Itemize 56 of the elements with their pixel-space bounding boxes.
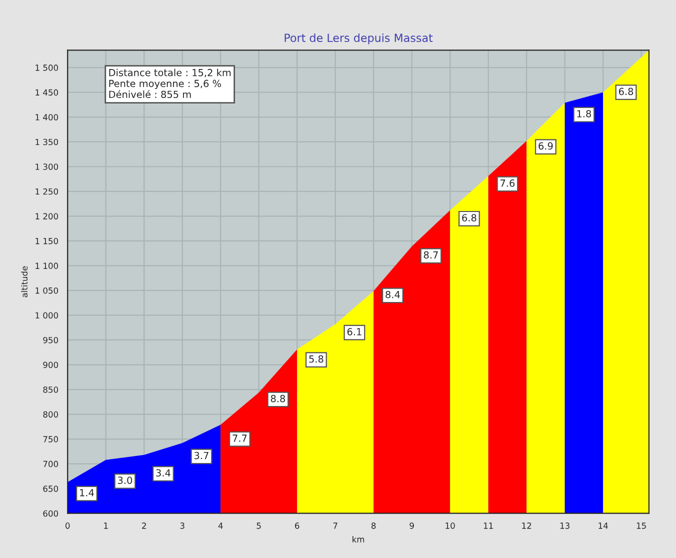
- annotation: 8.7: [424, 251, 438, 259]
- annotation: 1.8: [577, 110, 592, 118]
- y-tick-label: 800: [43, 411, 58, 418]
- y-tick-label: 1 000: [36, 312, 58, 319]
- x-tick-label: 12: [522, 522, 532, 529]
- x-tick-label: 14: [598, 522, 608, 529]
- annotation: 6.1: [347, 328, 362, 336]
- x-tick-label: 8: [371, 522, 376, 529]
- y-tick-label: 1 300: [36, 164, 58, 170]
- y-tick-label: 700: [43, 460, 58, 468]
- annotation: 3.4: [156, 469, 170, 477]
- annotation: 7.7: [232, 434, 247, 442]
- annotation: Pente moyenne : 5,6 %: [109, 80, 221, 90]
- annotation: 3.0: [118, 476, 132, 484]
- y-tick-label: 900: [43, 362, 58, 368]
- y-tick-label: 1 200: [36, 213, 58, 220]
- annotation: 8.4: [386, 290, 400, 298]
- annotation: 8.8: [270, 394, 286, 402]
- annotation: 1.4: [80, 489, 94, 496]
- x-tick-label: 2: [142, 522, 146, 529]
- x-tick-label: 3: [180, 522, 184, 529]
- y-tick-label: 650: [43, 486, 58, 492]
- annotation: 6.8: [462, 214, 476, 222]
- y-tick-label: 1 150: [36, 238, 58, 244]
- y-axis-title: altitude: [21, 266, 28, 298]
- annotation: 6.8: [618, 88, 634, 96]
- y-tick-label: 950: [43, 336, 58, 344]
- y-tick-label: 850: [43, 386, 58, 393]
- x-tick-label: 13: [560, 522, 570, 529]
- x-tick-label: 4: [218, 522, 223, 529]
- annotation: Distance totale : 15,2 km: [109, 68, 231, 78]
- annotation: Dénivelé : 855 m: [109, 90, 191, 98]
- y-tick-label: 1 450: [36, 89, 58, 96]
- annotation: 6.9: [538, 142, 553, 150]
- x-tick-label: 10: [446, 522, 455, 529]
- x-tick-label: 9: [410, 522, 414, 529]
- annotation: 5.8: [309, 355, 324, 363]
- annotation: 3.7: [194, 452, 208, 460]
- y-tick-label: 750: [43, 436, 58, 442]
- y-tick-label: 1 050: [36, 287, 58, 294]
- x-tick-label: 7: [333, 522, 338, 529]
- x-tick-label: 0: [66, 522, 70, 529]
- y-tick-label: 1 500: [36, 64, 58, 71]
- y-tick-label: 1 400: [36, 114, 58, 120]
- chart-title: Port de Lers depuis Massat: [284, 33, 433, 44]
- y-tick-label: 1 100: [36, 262, 58, 269]
- y-tick-label: 600: [43, 510, 58, 517]
- x-tick-label: 5: [256, 522, 261, 529]
- y-tick-label: 1 350: [36, 138, 58, 146]
- annotation: 7.6: [500, 179, 515, 187]
- x-tick-label: 6: [295, 522, 300, 529]
- x-tick-label: 1: [104, 522, 108, 529]
- x-tick-label: 15: [636, 522, 646, 529]
- x-tick-label: 11: [484, 522, 493, 529]
- y-tick-label: 1 250: [36, 188, 58, 195]
- x-axis-title: km: [352, 536, 364, 542]
